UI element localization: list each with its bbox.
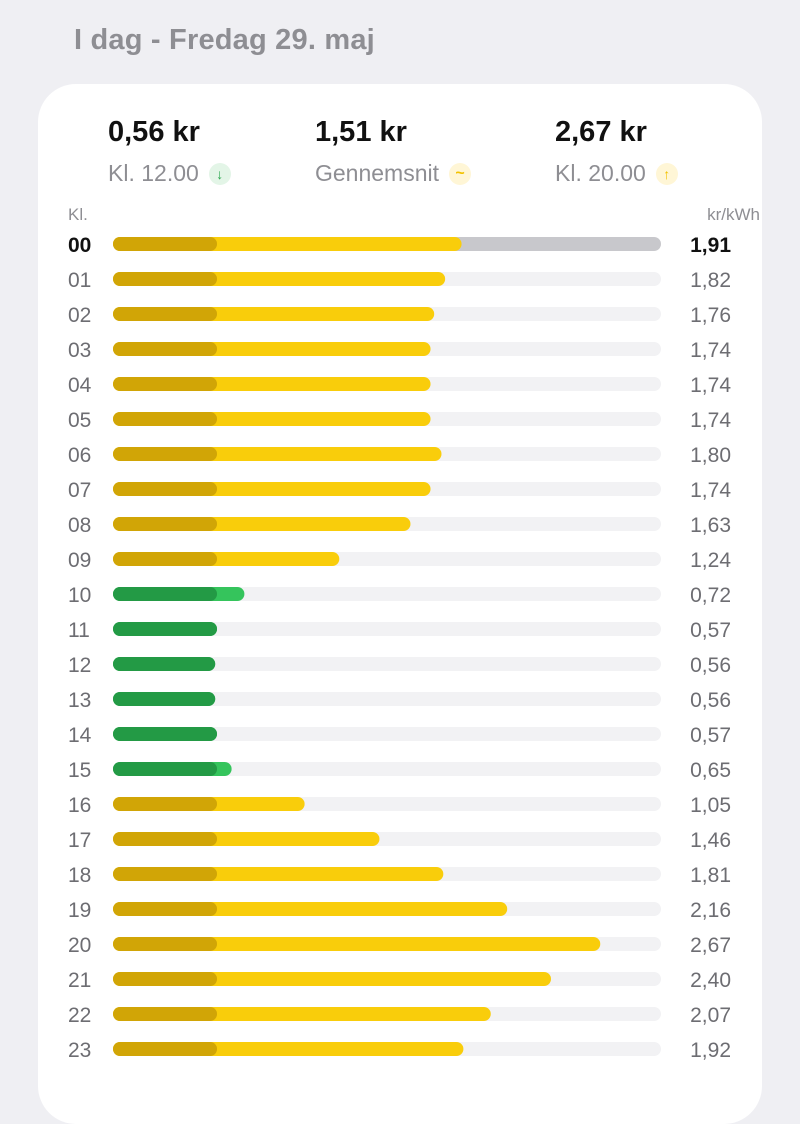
hour-label-19: 19 [68,899,91,922]
price-label-14: 0,57 [690,724,731,747]
price-bar-base-19 [113,902,218,916]
price-bar-base-16 [113,797,218,811]
price-bar-base-14 [113,727,218,741]
price-bar-base-17 [113,832,218,846]
hour-axis-label: Kl. [68,205,88,224]
price-bar-base-21 [113,972,218,986]
price-label-03: 1,74 [690,339,731,362]
price-bar-base-04 [113,377,218,391]
price-bar-base-07 [113,482,218,496]
min-price-value: 0,56 kr [108,116,200,148]
hour-label-14: 14 [68,724,92,747]
min-price-time: Kl. 12.00 [108,160,199,186]
hour-label-03: 03 [68,339,91,362]
bar-track-14 [113,727,661,741]
bar-track-11 [113,622,661,636]
price-label-01: 1,82 [690,269,731,292]
max-price-value: 2,67 kr [555,116,647,148]
price-label-02: 1,76 [690,304,731,327]
price-label-23: 1,92 [690,1039,731,1062]
min-price-stat: 0,56 kr Kl. 12.00 ↓ [108,114,231,187]
hour-label-06: 06 [68,444,91,467]
max-price-time: Kl. 20.00 [555,160,646,186]
average-price-label: Gennemsnit [315,160,440,186]
price-bar-base-13 [113,692,216,706]
price-label-05: 1,74 [690,409,731,432]
average-price-value: 1,51 kr [315,116,407,148]
price-label-08: 1,63 [690,514,731,537]
hour-label-20: 20 [68,934,91,957]
hour-label-13: 13 [68,689,91,712]
hour-label-10: 10 [68,584,91,607]
price-label-06: 1,80 [690,444,731,467]
bar-track-15 [113,762,661,776]
bar-track-12 [113,657,661,671]
hour-label-12: 12 [68,654,91,677]
price-bar-base-06 [113,447,218,461]
price-label-21: 2,40 [690,969,731,992]
price-label-07: 1,74 [690,479,731,502]
price-bar-base-00 [113,237,218,251]
hour-label-02: 02 [68,304,91,327]
price-label-13: 0,56 [690,689,731,712]
hour-label-18: 18 [68,864,91,887]
price-bar-base-22 [113,1007,218,1021]
price-label-10: 0,72 [690,584,731,607]
price-label-09: 1,24 [690,549,731,572]
hour-label-07: 07 [68,479,91,502]
hour-label-22: 22 [68,1004,91,1027]
bar-track-10 [113,587,661,601]
price-label-16: 1,05 [690,794,731,817]
tilde-icon: ~ [449,162,472,185]
price-label-12: 0,56 [690,654,731,677]
price-axis-label: kr/kWh [707,205,760,224]
price-bar-base-20 [113,937,218,951]
price-bar-20 [113,937,601,951]
price-label-00: 1,91 [690,234,731,257]
hour-label-23: 23 [68,1039,91,1062]
bar-track-13 [113,692,661,706]
price-bar-base-02 [113,307,218,321]
price-bar-21 [113,972,551,986]
price-label-15: 0,65 [690,759,731,782]
price-label-22: 2,07 [690,1004,731,1027]
price-bar-base-11 [113,622,218,636]
hour-label-04: 04 [68,374,92,397]
hour-label-08: 08 [68,514,91,537]
arrow-up-icon: ↑ [655,162,678,185]
hour-label-21: 21 [68,969,91,992]
price-bar-base-12 [113,657,216,671]
price-label-04: 1,74 [690,374,731,397]
hourly-price-chart: 00 1,91 01 1,82 02 1,76 03 1,74 04 1,74 05 1,74 06 1,… [68,234,731,1062]
price-label-18: 1,81 [690,864,731,887]
hour-label-16: 16 [68,794,91,817]
average-price-stat: 1,51 kr Gennemsnit ~ [315,114,472,187]
max-price-stat: 2,67 kr Kl. 20.00 ↑ [555,114,678,187]
hour-label-00: 00 [68,234,91,257]
hour-label-15: 15 [68,759,91,782]
price-bar-base-09 [113,552,218,566]
price-bar-base-15 [113,762,218,776]
hour-label-11: 11 [68,619,90,642]
price-label-19: 2,16 [690,899,731,922]
price-label-11: 0,57 [690,619,731,642]
price-bar-base-18 [113,867,218,881]
hour-label-17: 17 [68,829,91,852]
price-bar-base-05 [113,412,218,426]
arrow-down-icon: ↓ [208,162,231,185]
price-bar-base-03 [113,342,218,356]
price-label-17: 1,46 [690,829,731,852]
page-title: I dag - Fredag 29. maj [74,24,375,56]
price-bar-base-01 [113,272,218,286]
price-bar-base-23 [113,1042,218,1056]
price-bar-base-08 [113,517,218,531]
price-label-20: 2,67 [690,934,731,957]
hour-label-09: 09 [68,549,91,572]
hour-label-05: 05 [68,409,91,432]
price-bar-base-10 [113,587,218,601]
hour-label-01: 01 [68,269,91,292]
